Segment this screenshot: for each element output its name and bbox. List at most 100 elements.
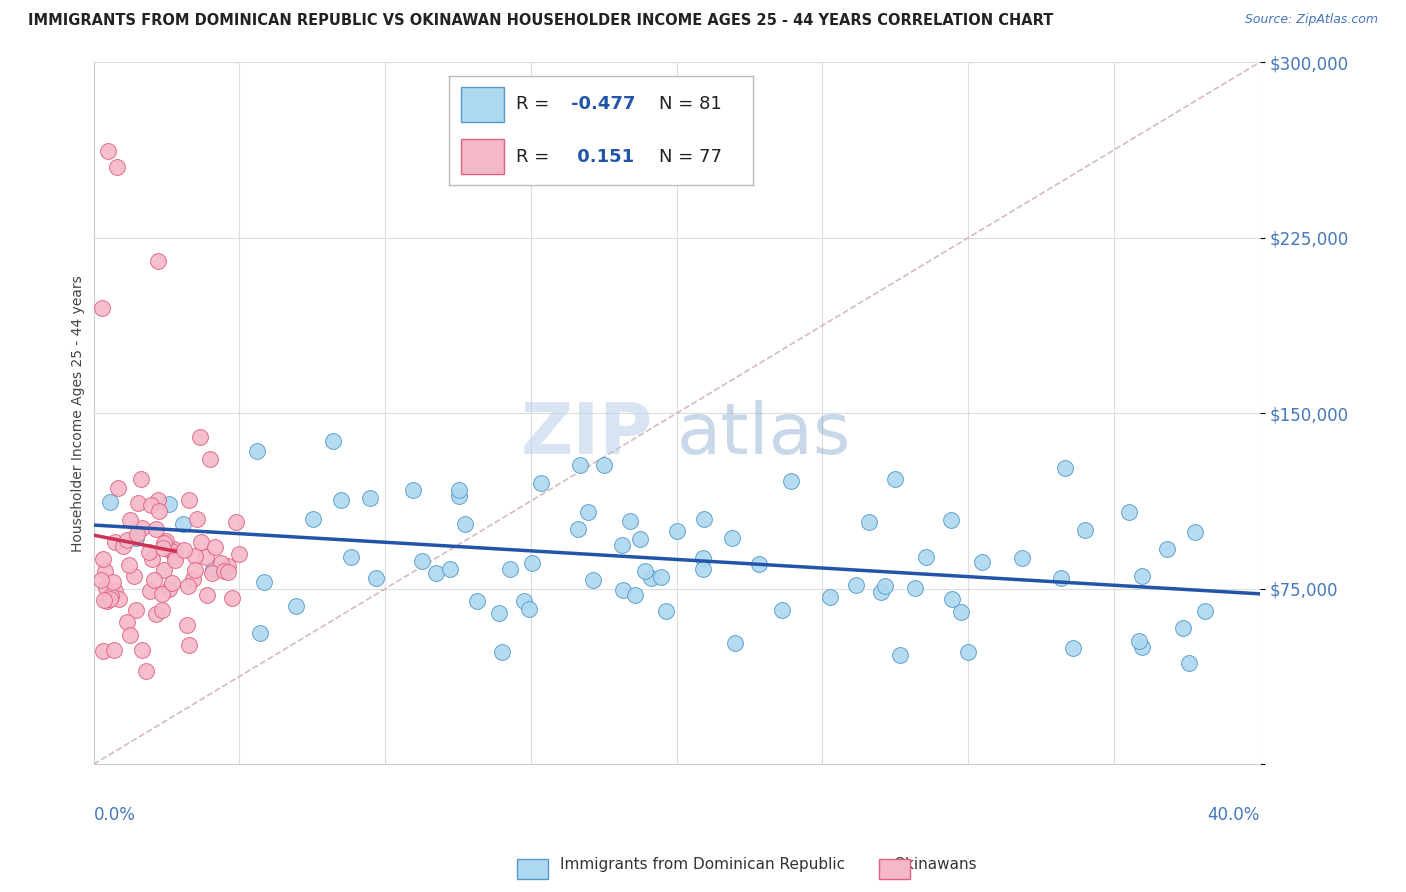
Point — [96, 594, 118, 608]
Point — [157, 497, 180, 511]
Point — [339, 549, 361, 564]
Point — [100, 589, 122, 603]
Point — [141, 499, 163, 513]
Point — [692, 562, 714, 576]
Point — [818, 590, 841, 604]
Point — [97, 144, 120, 158]
Point — [131, 643, 153, 657]
Point — [217, 559, 239, 574]
Point — [204, 540, 226, 554]
Point — [131, 521, 153, 535]
Point — [285, 599, 308, 613]
Point — [780, 475, 803, 489]
Point — [145, 607, 167, 621]
Point — [884, 472, 907, 486]
Point — [228, 547, 250, 561]
Point — [623, 588, 645, 602]
Point — [449, 489, 471, 503]
Point — [517, 601, 540, 615]
Point — [94, 581, 117, 595]
Point — [1177, 657, 1199, 671]
Text: 0.0%: 0.0% — [94, 806, 135, 824]
Point — [322, 434, 344, 449]
Point — [184, 563, 207, 577]
Point — [177, 579, 200, 593]
Point — [454, 517, 477, 532]
Point — [209, 556, 232, 570]
Point — [125, 603, 148, 617]
Point — [858, 515, 880, 529]
Text: Immigrants from Dominican Republic: Immigrants from Dominican Republic — [561, 857, 845, 872]
Point — [950, 606, 973, 620]
Point — [520, 556, 543, 570]
Point — [148, 504, 170, 518]
Point — [628, 532, 651, 546]
Text: Source: ZipAtlas.com: Source: ZipAtlas.com — [1244, 13, 1378, 27]
Point — [91, 644, 114, 658]
Point — [163, 552, 186, 566]
Point — [152, 541, 174, 555]
Point — [195, 588, 218, 602]
Point — [104, 535, 127, 549]
Point — [578, 505, 600, 519]
Point — [125, 527, 148, 541]
Point — [904, 581, 927, 595]
Point — [721, 531, 744, 545]
Point — [1128, 634, 1150, 648]
Point — [1194, 604, 1216, 618]
Point — [150, 603, 173, 617]
Point — [1011, 551, 1033, 566]
Point — [202, 562, 225, 576]
Point — [173, 543, 195, 558]
Point — [177, 492, 200, 507]
Point — [302, 512, 325, 526]
Point — [873, 579, 896, 593]
Point — [941, 592, 963, 607]
Point — [253, 575, 276, 590]
Point — [91, 301, 114, 315]
Point — [120, 627, 142, 641]
Point — [117, 533, 139, 548]
Point — [115, 615, 138, 630]
Point — [125, 531, 148, 545]
Point — [612, 538, 634, 552]
Point — [869, 585, 891, 599]
Point — [425, 566, 447, 580]
Point — [184, 549, 207, 563]
Point — [530, 475, 553, 490]
Point — [513, 594, 536, 608]
Point — [845, 578, 868, 592]
Point — [640, 571, 662, 585]
Point — [619, 514, 641, 528]
Point — [129, 472, 152, 486]
Point — [148, 492, 170, 507]
Y-axis label: Householder Income Ages 25 - 44 years: Householder Income Ages 25 - 44 years — [72, 275, 86, 551]
Point — [411, 554, 433, 568]
Point — [1050, 571, 1073, 585]
Point — [190, 535, 212, 549]
Point — [693, 512, 716, 526]
Point — [724, 635, 747, 649]
Point — [1062, 640, 1084, 655]
Point — [98, 494, 121, 508]
Point — [770, 603, 793, 617]
Point — [939, 513, 962, 527]
Point — [212, 564, 235, 578]
Point — [162, 541, 184, 556]
Point — [650, 570, 672, 584]
Point — [567, 522, 589, 536]
Point — [143, 573, 166, 587]
Point — [488, 606, 510, 620]
Point — [364, 571, 387, 585]
Point — [118, 558, 141, 572]
Point — [120, 513, 142, 527]
Point — [568, 458, 591, 472]
Point — [1184, 524, 1206, 539]
Point — [179, 638, 201, 652]
Point — [181, 572, 204, 586]
Point — [172, 516, 194, 531]
Point — [1130, 640, 1153, 654]
Point — [249, 626, 271, 640]
Point — [101, 575, 124, 590]
Text: atlas: atlas — [676, 400, 851, 469]
